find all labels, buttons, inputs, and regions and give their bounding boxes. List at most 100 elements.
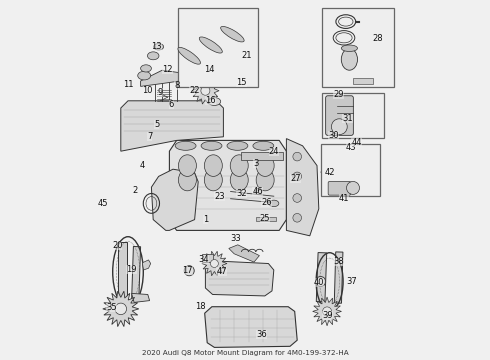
FancyBboxPatch shape [328, 181, 351, 195]
Text: 41: 41 [339, 194, 349, 203]
Text: 33: 33 [231, 234, 242, 243]
FancyBboxPatch shape [326, 96, 353, 135]
Text: 22: 22 [189, 86, 200, 95]
Polygon shape [141, 70, 187, 86]
Bar [205, 64, 215, 72]
Polygon shape [205, 261, 274, 296]
Text: 34: 34 [198, 256, 209, 264]
Text: 25: 25 [260, 214, 270, 223]
Polygon shape [192, 77, 219, 104]
Polygon shape [286, 139, 319, 236]
Ellipse shape [234, 73, 245, 80]
Text: 6: 6 [169, 100, 174, 109]
Text: 4: 4 [140, 161, 145, 170]
Ellipse shape [243, 77, 251, 83]
Circle shape [293, 213, 301, 222]
Text: 2020 Audi Q8 Motor Mount Diagram for 4M0-199-372-HA: 2020 Audi Q8 Motor Mount Diagram for 4M0… [142, 350, 348, 356]
Circle shape [210, 260, 219, 267]
Text: 7: 7 [147, 132, 152, 141]
Text: 12: 12 [162, 65, 173, 74]
Polygon shape [334, 252, 343, 303]
Text: 20: 20 [112, 241, 122, 250]
Ellipse shape [138, 71, 151, 80]
Text: 21: 21 [242, 51, 252, 60]
Bar [202, 254, 213, 262]
Polygon shape [170, 140, 286, 230]
Polygon shape [121, 101, 223, 151]
Ellipse shape [199, 37, 222, 53]
Ellipse shape [316, 276, 326, 287]
Ellipse shape [256, 169, 274, 191]
Polygon shape [132, 247, 141, 301]
Text: 45: 45 [98, 199, 108, 208]
Text: 44: 44 [351, 138, 362, 147]
Text: 35: 35 [106, 303, 117, 312]
Text: 31: 31 [343, 114, 353, 123]
Polygon shape [118, 242, 127, 302]
Text: 28: 28 [373, 34, 384, 43]
Text: 19: 19 [126, 265, 137, 274]
Polygon shape [229, 245, 259, 262]
Text: 39: 39 [322, 310, 333, 320]
Ellipse shape [256, 155, 274, 176]
Bar [256, 217, 275, 221]
Circle shape [201, 86, 210, 95]
Bar [178, 8, 258, 87]
Ellipse shape [220, 27, 244, 42]
Text: 11: 11 [123, 80, 133, 89]
Text: 37: 37 [346, 277, 357, 286]
Ellipse shape [147, 52, 159, 60]
Ellipse shape [204, 155, 222, 176]
Text: 36: 36 [256, 330, 267, 339]
Circle shape [293, 152, 301, 161]
Ellipse shape [153, 44, 164, 50]
Circle shape [346, 181, 360, 194]
Polygon shape [103, 291, 139, 327]
Ellipse shape [178, 169, 196, 191]
Text: 18: 18 [195, 302, 205, 311]
Circle shape [293, 194, 301, 202]
Ellipse shape [253, 141, 274, 150]
Circle shape [115, 303, 126, 315]
Polygon shape [316, 253, 327, 302]
Polygon shape [151, 169, 198, 230]
Ellipse shape [208, 98, 220, 105]
Ellipse shape [204, 169, 222, 191]
Ellipse shape [141, 65, 151, 72]
Text: 46: 46 [252, 187, 263, 196]
Text: 43: 43 [346, 143, 357, 152]
Text: 23: 23 [215, 192, 225, 201]
Text: 24: 24 [269, 148, 279, 156]
Text: 10: 10 [143, 86, 153, 95]
Circle shape [293, 172, 301, 181]
Bar [242, 152, 283, 160]
Ellipse shape [201, 141, 222, 150]
Text: 42: 42 [324, 168, 335, 177]
Text: 8: 8 [174, 81, 179, 90]
Text: 30: 30 [328, 130, 339, 139]
Circle shape [331, 119, 347, 135]
Polygon shape [320, 155, 355, 189]
Text: 47: 47 [216, 267, 227, 276]
Text: 38: 38 [333, 256, 344, 265]
Polygon shape [205, 307, 297, 347]
Text: 9: 9 [158, 88, 163, 97]
Ellipse shape [175, 141, 196, 150]
Ellipse shape [230, 169, 248, 191]
Bar [320, 144, 380, 196]
Polygon shape [313, 297, 342, 326]
Bar [353, 78, 373, 84]
Ellipse shape [178, 155, 196, 176]
Ellipse shape [178, 48, 200, 64]
Ellipse shape [230, 155, 248, 176]
Text: 3: 3 [253, 159, 259, 168]
Text: 13: 13 [151, 42, 162, 51]
Text: 32: 32 [236, 189, 246, 198]
Polygon shape [132, 293, 149, 302]
Ellipse shape [342, 45, 358, 51]
Ellipse shape [255, 188, 262, 195]
Polygon shape [143, 260, 151, 270]
Text: 1: 1 [203, 215, 208, 224]
Text: 29: 29 [333, 90, 344, 99]
Text: 15: 15 [236, 78, 246, 87]
